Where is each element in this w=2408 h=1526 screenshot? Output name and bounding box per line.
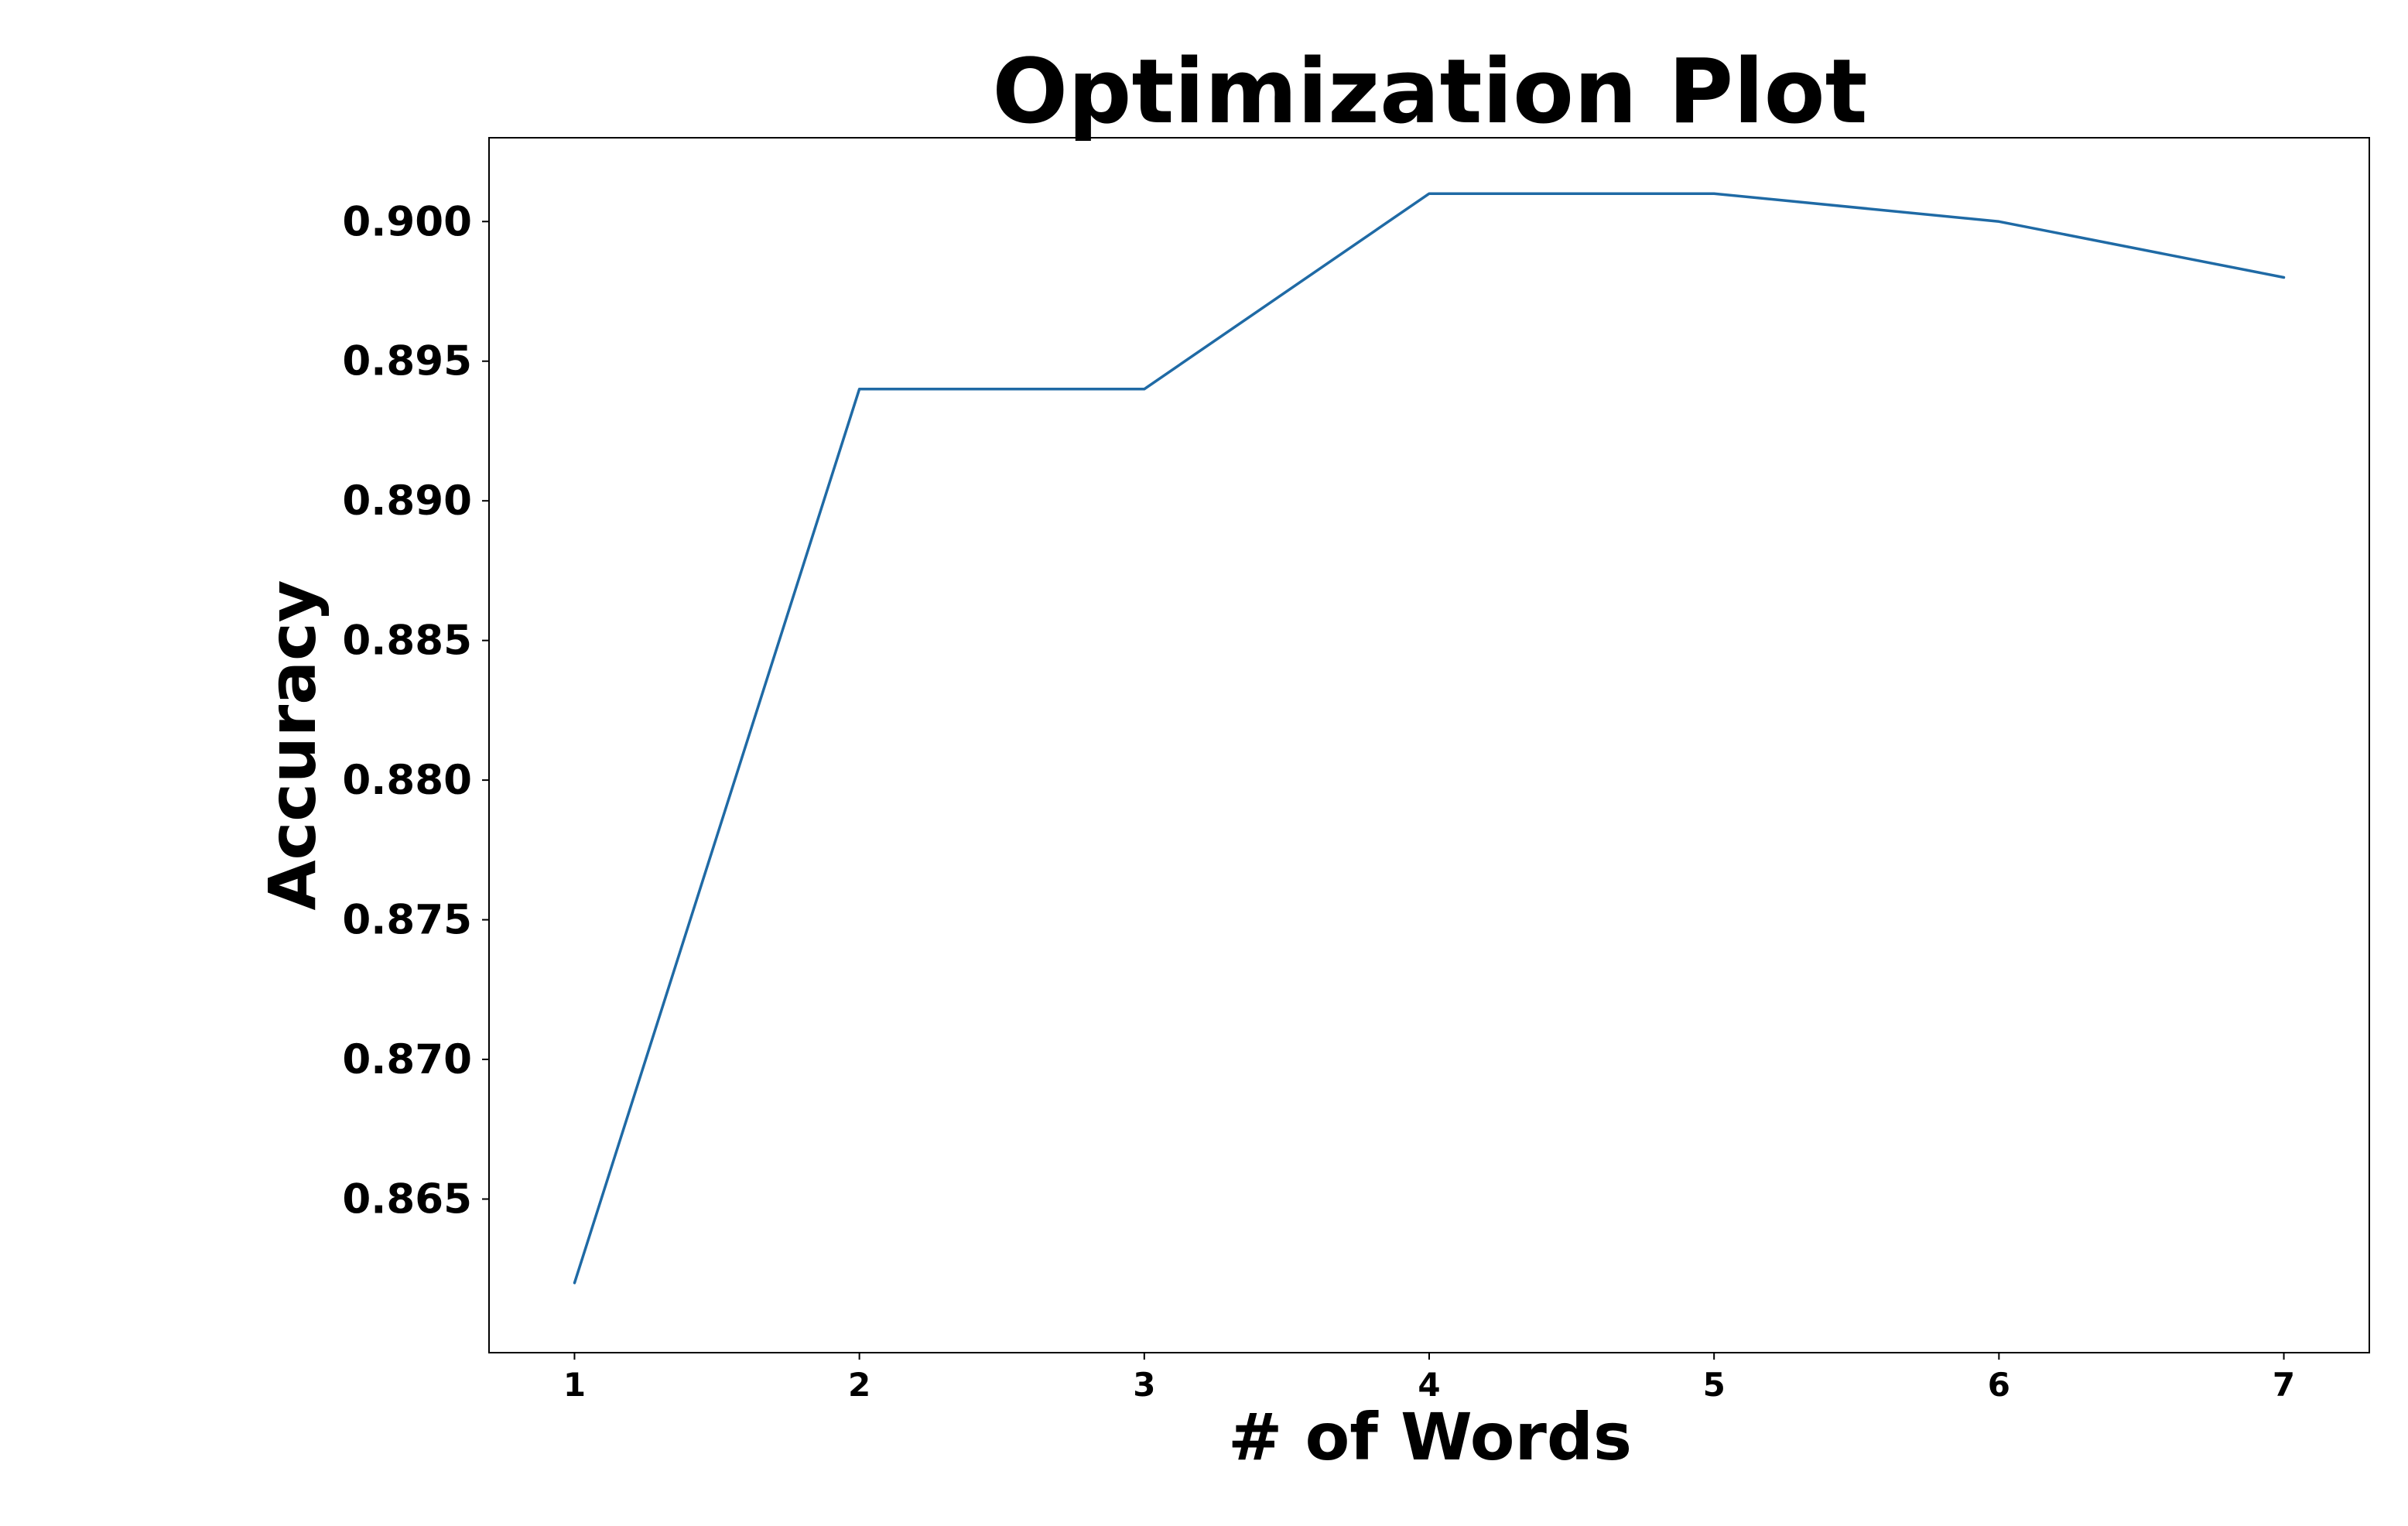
x-tick-label: 3 xyxy=(1133,1366,1155,1404)
y-tick-label: 0.870 xyxy=(342,1036,472,1083)
y-tick-label: 0.890 xyxy=(342,477,472,525)
data-point xyxy=(857,387,862,392)
y-tick-label: 0.895 xyxy=(342,338,472,385)
x-axis-label: # of Words xyxy=(1228,1399,1632,1475)
series-line xyxy=(573,192,2286,1285)
y-axis-label: Accuracy xyxy=(255,580,330,910)
data-point xyxy=(1712,191,1716,196)
data-series xyxy=(572,191,2287,1285)
x-tick-label: 4 xyxy=(1418,1366,1440,1404)
data-point xyxy=(1427,191,1431,196)
x-tick-label: 6 xyxy=(1988,1366,2010,1404)
y-tick-label: 0.900 xyxy=(342,198,472,245)
x-axis-ticks: 1 2 3 4 5 6 7 xyxy=(563,1353,2295,1404)
y-tick-label: 0.885 xyxy=(342,618,472,665)
y-tick-label: 0.865 xyxy=(342,1175,472,1223)
plot-area-frame xyxy=(488,137,2370,1353)
data-point xyxy=(572,1281,576,1285)
x-tick-label: 2 xyxy=(848,1366,871,1404)
x-tick-label: 5 xyxy=(1703,1366,1726,1404)
chart-title: Optimization Plot xyxy=(992,40,1867,144)
x-tick-label: 1 xyxy=(563,1366,586,1404)
y-tick-label: 0.880 xyxy=(342,757,472,804)
y-tick-label: 0.875 xyxy=(342,897,472,944)
data-point xyxy=(1142,387,1147,392)
x-tick-label: 7 xyxy=(2273,1366,2295,1404)
data-point xyxy=(1996,219,2001,224)
y-axis-ticks: 0.865 0.870 0.875 0.880 0.885 0.890 0.895 0.900 xyxy=(342,198,489,1223)
data-point xyxy=(2282,275,2287,279)
